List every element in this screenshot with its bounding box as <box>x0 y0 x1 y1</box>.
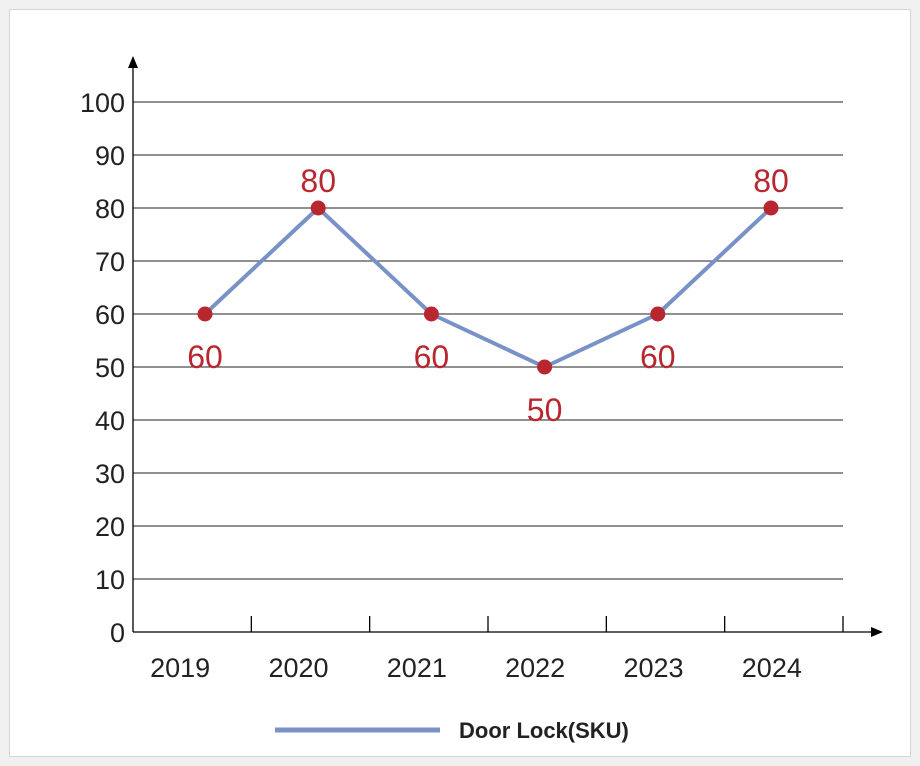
x-tick-label: 2019 <box>150 653 210 683</box>
y-tick-label: 20 <box>95 512 125 542</box>
y-tick-label: 40 <box>95 406 125 436</box>
data-label: 80 <box>753 163 789 199</box>
y-tick-label: 30 <box>95 459 125 489</box>
x-axis-arrow <box>871 627 883 637</box>
legend-label: Door Lock(SKU) <box>459 718 629 743</box>
y-tick-label: 10 <box>95 565 125 595</box>
y-tick-label: 60 <box>95 300 125 330</box>
data-label: 80 <box>300 163 336 199</box>
data-point[interactable] <box>763 200 779 216</box>
y-axis-arrow <box>128 56 138 68</box>
x-tick-label: 2020 <box>268 653 328 683</box>
y-tick-label: 80 <box>95 194 125 224</box>
data-label: 60 <box>187 339 223 375</box>
data-point[interactable] <box>197 306 213 322</box>
x-tick-label: 2024 <box>742 653 802 683</box>
x-tick-label: 2021 <box>387 653 447 683</box>
data-label: 60 <box>414 339 450 375</box>
data-label: 60 <box>640 339 676 375</box>
y-tick-label: 90 <box>95 141 125 171</box>
y-tick-label: 50 <box>95 353 125 383</box>
data-point[interactable] <box>310 200 326 216</box>
y-tick-label: 100 <box>80 88 125 118</box>
data-label: 50 <box>527 392 563 428</box>
x-tick-label: 2022 <box>505 653 565 683</box>
x-tick-label: 2023 <box>623 653 683 683</box>
data-point[interactable] <box>537 359 553 375</box>
y-tick-label: 0 <box>110 618 125 648</box>
series-line <box>203 206 773 369</box>
y-tick-label: 70 <box>95 247 125 277</box>
data-point[interactable] <box>423 306 439 322</box>
data-point[interactable] <box>650 306 666 322</box>
